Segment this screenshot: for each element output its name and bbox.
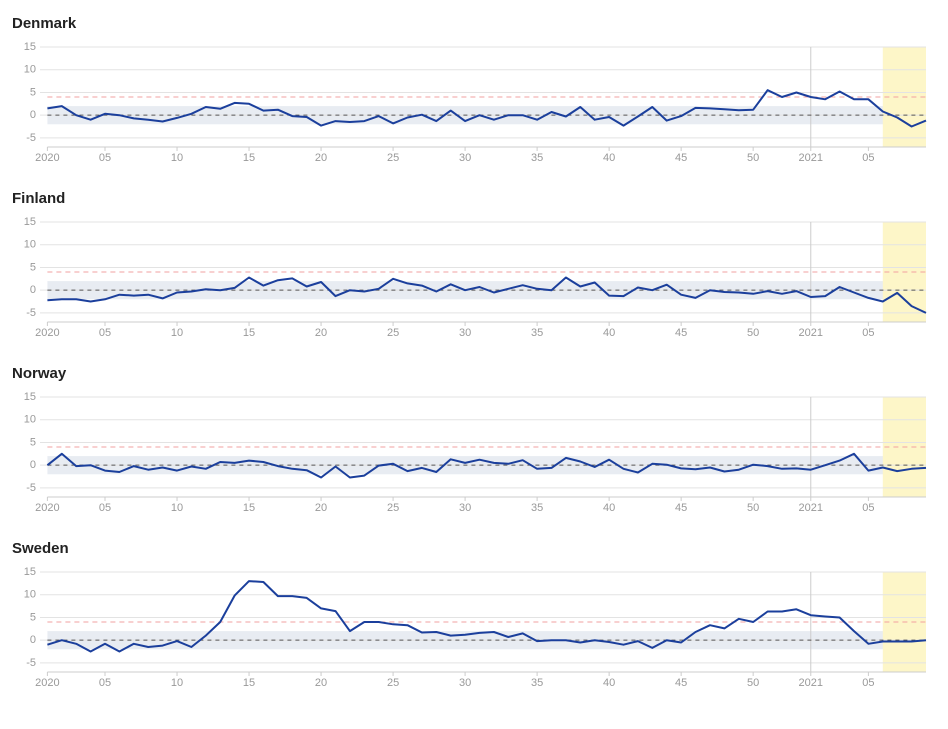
x-tick-label: 25 (387, 502, 399, 514)
y-tick-label: 0 (30, 634, 36, 646)
y-tick-label: 10 (24, 239, 36, 251)
x-tick-label: 35 (531, 327, 543, 339)
x-tick-label: 25 (387, 152, 399, 164)
y-tick-label: -5 (26, 657, 36, 669)
x-tick-label: 50 (747, 677, 759, 689)
x-tick-label: 40 (603, 327, 615, 339)
chart-title: Norway (12, 365, 67, 382)
y-tick-label: 5 (30, 86, 36, 98)
x-tick-label: 45 (675, 327, 687, 339)
y-tick-label: -5 (26, 482, 36, 494)
y-tick-label: 15 (24, 566, 36, 578)
x-tick-label: 35 (531, 502, 543, 514)
x-tick-label: 05 (862, 152, 874, 164)
x-tick-label: 10 (171, 327, 183, 339)
data-line (47, 89, 927, 128)
chart-title: Denmark (12, 15, 77, 32)
y-tick-label: 5 (30, 261, 36, 273)
x-tick-label: 50 (747, 152, 759, 164)
x-tick-label: 45 (675, 502, 687, 514)
chart-title: Sweden (12, 540, 69, 557)
x-tick-label: 20 (315, 327, 327, 339)
x-tick-label: 30 (459, 327, 471, 339)
x-tick-label: 10 (171, 502, 183, 514)
x-tick-label: 05 (99, 327, 111, 339)
y-tick-label: 15 (24, 41, 36, 53)
y-tick-label: -5 (26, 132, 36, 144)
x-tick-label: 40 (603, 152, 615, 164)
y-tick-label: 5 (30, 436, 36, 448)
x-tick-label: 20 (315, 502, 327, 514)
x-tick-label: 45 (675, 152, 687, 164)
x-tick-label: 2021 (799, 502, 823, 514)
x-tick-label: 2020 (35, 502, 59, 514)
x-tick-label: 20 (315, 152, 327, 164)
data-line (46, 452, 927, 479)
x-tick-label: 30 (459, 152, 471, 164)
y-tick-label: 10 (24, 414, 36, 426)
y-tick-label: 5 (30, 611, 36, 623)
x-tick-label: 05 (862, 677, 874, 689)
y-tick-label: -5 (26, 307, 36, 319)
y-tick-label: 0 (30, 284, 36, 296)
x-tick-label: 15 (243, 327, 255, 339)
x-tick-label: 2020 (35, 152, 59, 164)
x-tick-label: 50 (747, 327, 759, 339)
y-tick-label: 15 (24, 391, 36, 403)
x-tick-label: 05 (99, 152, 111, 164)
x-tick-label: 2021 (799, 327, 823, 339)
x-tick-label: 10 (171, 677, 183, 689)
y-tick-label: 10 (24, 589, 36, 601)
x-tick-label: 15 (243, 502, 255, 514)
x-tick-label: 10 (171, 152, 183, 164)
x-tick-label: 30 (459, 502, 471, 514)
x-tick-label: 15 (243, 152, 255, 164)
data-line (47, 580, 927, 653)
x-tick-label: 45 (675, 677, 687, 689)
x-tick-label: 05 (99, 502, 111, 514)
x-tick-label: 35 (531, 152, 543, 164)
x-tick-label: 25 (387, 327, 399, 339)
x-tick-label: 2020 (35, 327, 59, 339)
x-tick-label: 40 (603, 502, 615, 514)
x-tick-label: 05 (862, 502, 874, 514)
x-tick-label: 30 (459, 677, 471, 689)
x-tick-label: 05 (99, 677, 111, 689)
x-tick-label: 40 (603, 677, 615, 689)
x-tick-label: 2021 (799, 677, 823, 689)
y-tick-label: 10 (24, 64, 36, 76)
y-tick-label: 15 (24, 216, 36, 228)
data-line (47, 276, 927, 314)
x-tick-label: 50 (747, 502, 759, 514)
x-tick-label: 15 (243, 677, 255, 689)
x-tick-label: 05 (862, 327, 874, 339)
x-tick-label: 25 (387, 677, 399, 689)
y-tick-label: 0 (30, 459, 36, 471)
x-tick-label: 2021 (799, 152, 823, 164)
x-tick-label: 2020 (35, 677, 59, 689)
y-tick-label: 0 (30, 109, 36, 121)
x-tick-label: 35 (531, 677, 543, 689)
chart-title: Finland (12, 190, 65, 207)
x-tick-label: 20 (315, 677, 327, 689)
